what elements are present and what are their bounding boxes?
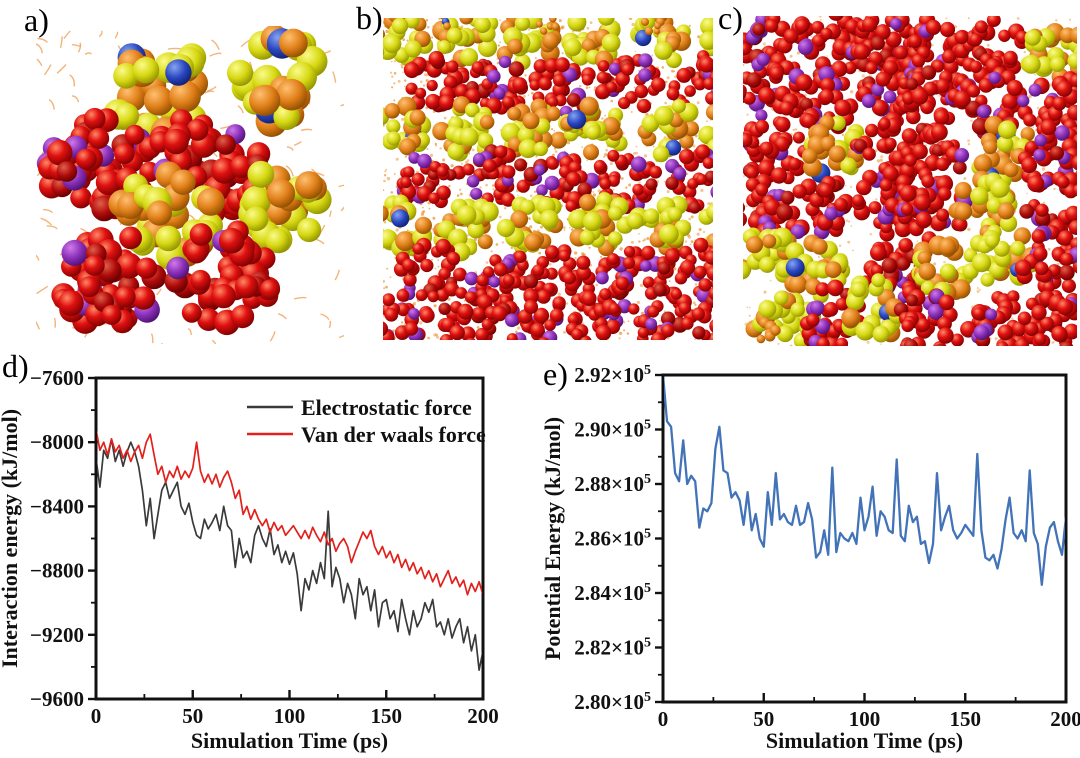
nanoparticle-cluster [51, 226, 167, 334]
surfactant-cluster [558, 96, 628, 161]
legend-entry-label: Van der waals force [301, 422, 486, 447]
nanoparticle-cluster [778, 66, 859, 135]
panel-d-label: d) [2, 348, 29, 384]
surfactant-cluster [227, 26, 328, 137]
nanoparticle-cluster [595, 245, 667, 300]
x-axis-title: Simulation Time (ps) [766, 728, 963, 753]
free-molecule [440, 18, 451, 30]
surfactant-cluster [561, 18, 621, 69]
y-tick-label: 2.88×105 [574, 472, 651, 496]
nanoparticle-cluster [491, 287, 564, 340]
panel-b-label: b) [356, 0, 383, 36]
panel-e-label: e) [543, 356, 568, 392]
y-tick-label: −8000 [30, 430, 84, 454]
surfactant-cluster [383, 18, 434, 67]
nanoparticle-cluster [656, 237, 713, 304]
y-tick-label: 2.86×105 [574, 527, 651, 551]
md-snapshot-dense-aggregate [743, 16, 1077, 346]
surfactant-cluster [432, 96, 495, 162]
potential-energy-chart: 2.80×105 2.82×105 2.84×105 2.86×105 2.88×105… [540, 363, 1080, 753]
series-line-van-der-waals-force [97, 430, 482, 596]
nanoparticle-cluster [464, 55, 529, 115]
nanoparticle-cluster [438, 287, 500, 340]
nanoparticle-cluster [565, 288, 632, 340]
nanoparticle-cluster [899, 122, 970, 193]
x-tick-label: 200 [1050, 707, 1080, 731]
series-line-electrostatic-force [97, 438, 482, 671]
surfactant-cluster [969, 224, 1042, 287]
y-tick-label: 2.92×105 [574, 363, 651, 387]
nanoparticle-cluster [628, 282, 698, 340]
x-axis-title: Simulation Time (ps) [191, 728, 388, 753]
series-line-potential-energy [664, 376, 1065, 586]
surfactant-cluster [496, 194, 564, 255]
x-tick-label: 50 [182, 704, 203, 728]
y-tick-label: 2.80×105 [574, 690, 651, 714]
surfactant-cluster [784, 234, 851, 304]
x-tick-label: 50 [753, 707, 774, 731]
x-tick-label: 100 [274, 704, 306, 728]
x-tick-label: 0 [658, 707, 669, 731]
surfactant-cluster [238, 160, 332, 254]
surfactant-cluster [383, 96, 432, 156]
nanoparticle-cluster [893, 288, 964, 346]
nanoparticle-cluster [383, 288, 435, 340]
nanoparticle-cluster [1023, 71, 1077, 144]
panel-a-label: a) [24, 2, 49, 38]
nanoparticle-cluster [894, 16, 971, 75]
nanoparticle-cluster [776, 175, 854, 240]
panel-c-label: c) [718, 0, 743, 36]
nanoparticle-cluster [464, 250, 532, 309]
x-tick-label: 150 [950, 707, 982, 731]
x-tick-label: 0 [91, 704, 102, 728]
y-tick-label: −8400 [30, 494, 84, 518]
nanoparticle-cluster [665, 144, 713, 214]
surfactant-cluster [1020, 23, 1077, 86]
free-molecule [756, 317, 781, 344]
surfactant-cluster [841, 273, 906, 343]
nanoparticle-cluster [898, 59, 971, 126]
free-molecule [640, 18, 665, 36]
interaction-energy-chart: −9600 −9200 −8800 −8400 −8000 −7600 0 50 100 150 2… [0, 366, 499, 753]
y-tick-label: −7600 [30, 366, 84, 390]
surfactant-cluster [911, 235, 979, 303]
x-tick-label: 150 [371, 704, 403, 728]
surfactant-cluster [432, 18, 499, 68]
md-snapshot-dilute [36, 26, 344, 344]
y-tick-label: 2.82×105 [574, 636, 651, 660]
y-axis-title: Potential Energy (kJ/mol) [540, 417, 565, 660]
free-molecule [535, 18, 560, 35]
nanoparticle-cluster [393, 237, 467, 303]
nanoparticle-cluster [396, 152, 466, 209]
nanoparticle-cluster [1014, 226, 1077, 294]
md-snapshot-ordered-lattice [383, 18, 713, 340]
surfactant-cluster [103, 43, 209, 149]
legend-entry-label: Electrostatic force [301, 395, 472, 420]
nanoparticle-cluster [403, 50, 470, 113]
surfactant-cluster [637, 99, 699, 163]
y-tick-label: 2.90×105 [574, 418, 651, 442]
y-tick-label: −9600 [30, 687, 84, 711]
surfactant-cluster [383, 194, 432, 258]
surfactant-cluster [433, 198, 499, 262]
nanoparticle-cluster [1017, 290, 1077, 346]
y-tick-label: −9200 [30, 623, 84, 647]
x-tick-label: 100 [849, 707, 881, 731]
nanoparticle-cluster [691, 287, 713, 340]
y-tick-label: −8800 [30, 559, 84, 583]
nanoparticle-cluster [462, 144, 530, 207]
nanoparticle-cluster [164, 220, 281, 336]
surfactant-cluster [948, 170, 1018, 240]
x-tick-label: 200 [467, 704, 499, 728]
surfactant-cluster [698, 202, 713, 254]
nanoparticle-cluster [743, 116, 811, 190]
nanoparticle-cluster [595, 53, 666, 114]
plot-frame [661, 373, 1068, 704]
y-axis-title: Interaction energy (kJ/mol) [0, 409, 22, 668]
surfactant-cluster [568, 192, 634, 257]
y-tick-label: 2.84×105 [574, 581, 651, 605]
surfactant-cluster [743, 227, 803, 285]
